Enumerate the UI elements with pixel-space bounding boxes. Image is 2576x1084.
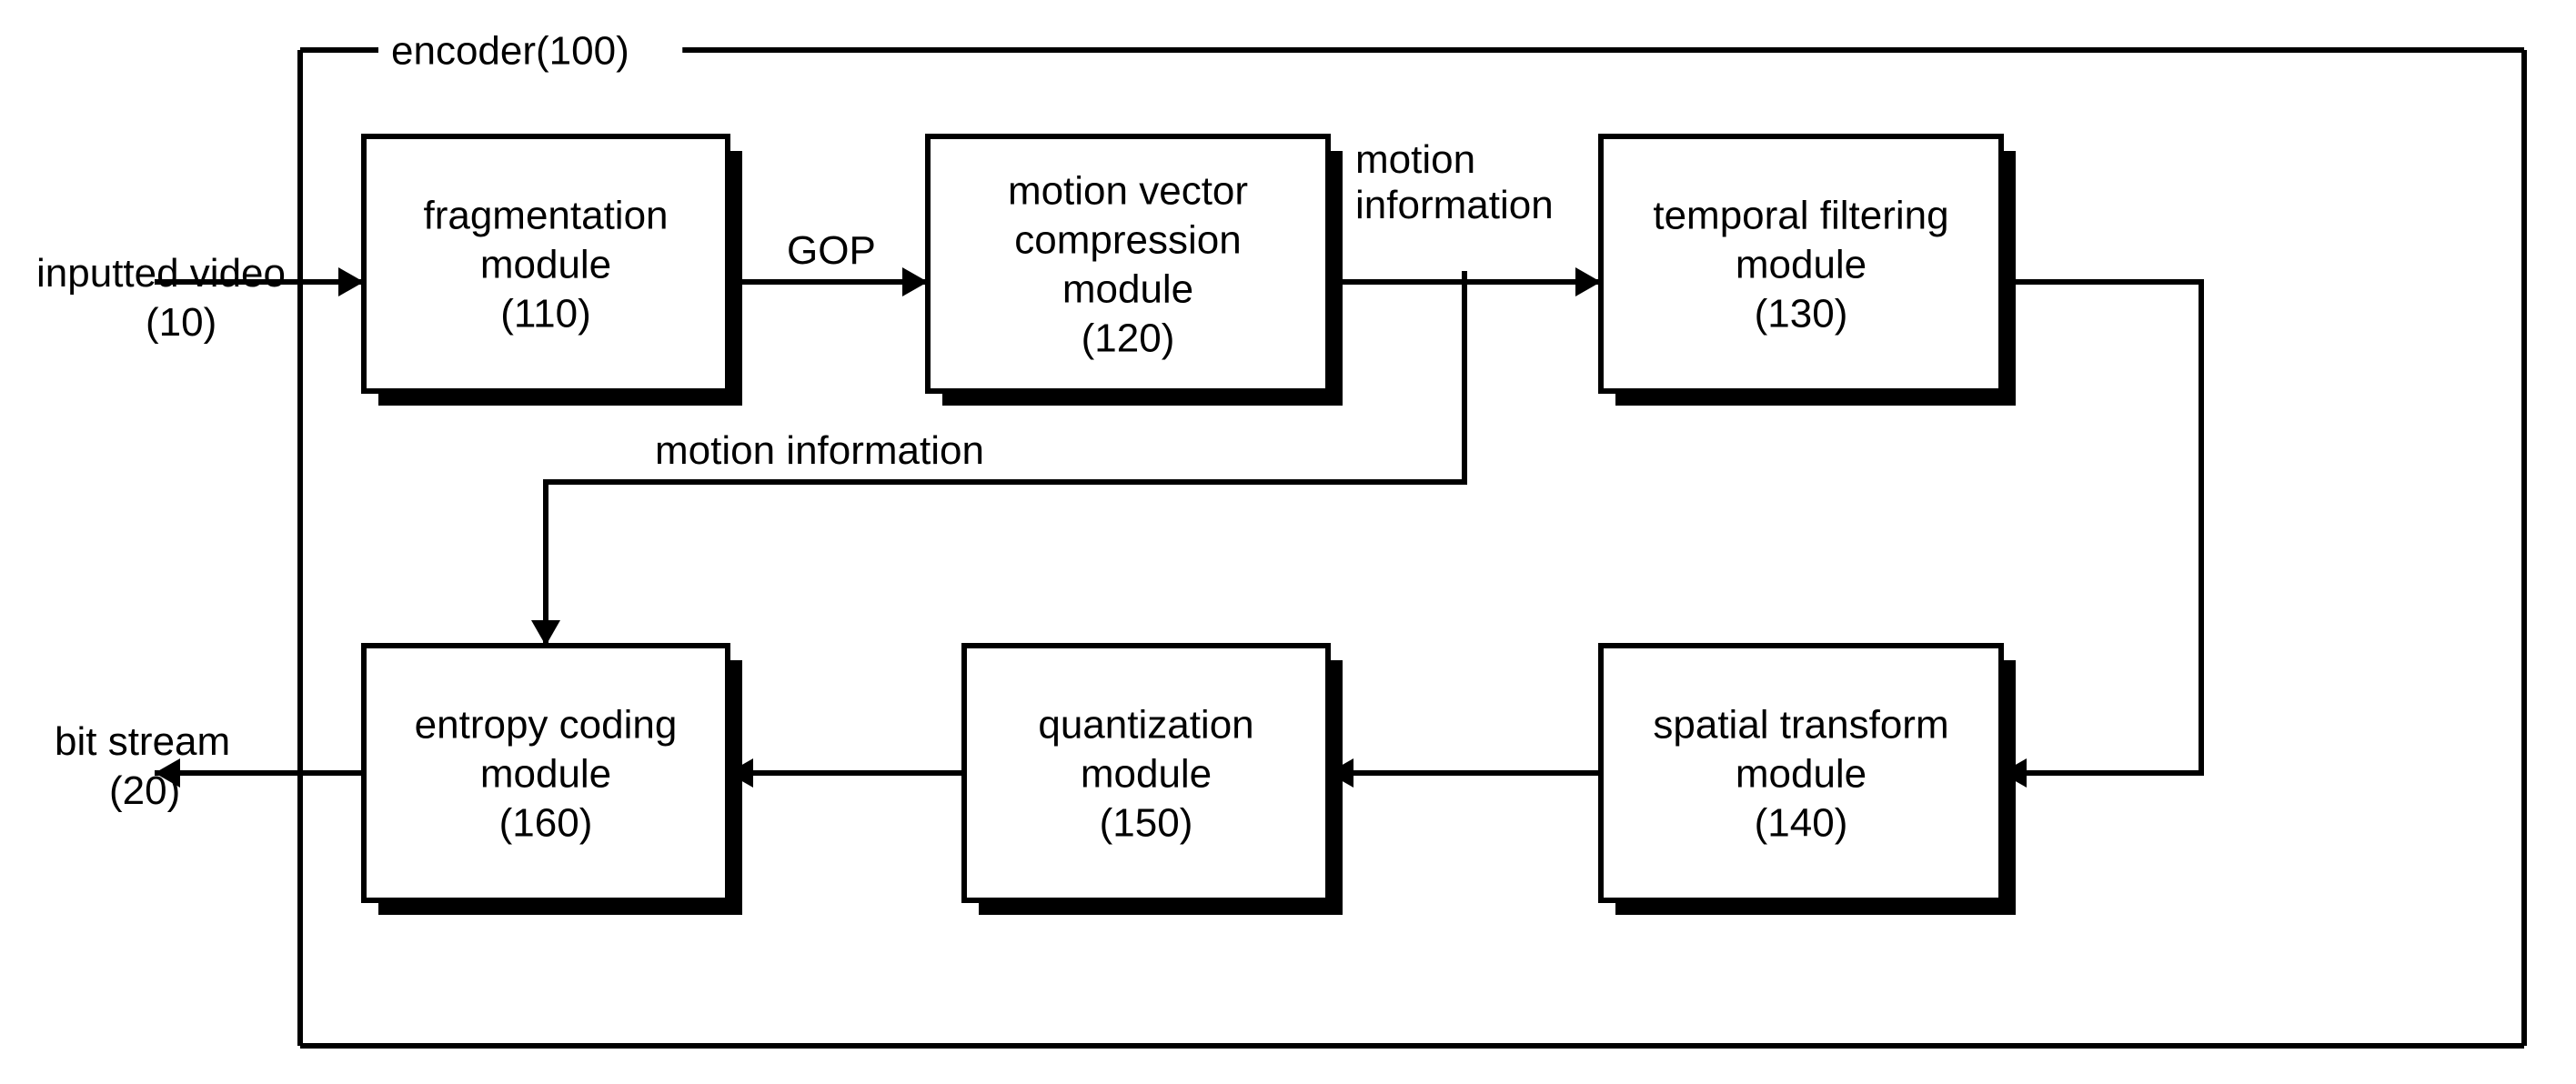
edge-label-e-120-130-l0: motion [1355, 137, 1475, 182]
node-n110: fragmentation module (110) [364, 136, 742, 406]
svg-text:(10): (10) [146, 300, 216, 345]
edge-label-e-110-120: GOP [787, 228, 876, 273]
node-n110-line2: (110) [500, 291, 590, 336]
node-n150-line0: quantization [1038, 702, 1253, 747]
edge-e-130-140 [2001, 282, 2201, 773]
output-label: bit stream(20) [55, 719, 230, 813]
node-n120-line2: module [1062, 266, 1193, 311]
node-n140-line0: spatial transform [1653, 702, 1948, 747]
node-n130-line0: temporal filtering [1653, 193, 1948, 237]
node-n120-line3: (120) [1082, 316, 1175, 360]
node-n120-line1: compression [1014, 217, 1241, 262]
node-n140: spatial transformmodule(140) [1601, 646, 2016, 915]
svg-text:inputted video: inputted video [36, 251, 286, 296]
node-n120-line0: motion vector [1008, 168, 1248, 213]
node-n130-line2: (130) [1755, 291, 1848, 336]
svg-text:bit stream: bit stream [55, 719, 230, 764]
node-n160-line2: (160) [499, 800, 593, 845]
node-n110-line1: module [480, 242, 611, 286]
node-n150-line1: module [1081, 751, 1212, 796]
node-n160-line1: module [480, 751, 611, 796]
node-n140-line2: (140) [1755, 800, 1848, 845]
node-n150-line2: (150) [1100, 800, 1193, 845]
edge-label-e-120-160: motion information [655, 428, 984, 473]
node-n160: entropy codingmodule(160) [364, 646, 742, 915]
edge-label-e-120-130-l1: information [1355, 183, 1554, 227]
input-label: inputted video(10) [36, 251, 286, 345]
node-n160-line0: entropy coding [415, 702, 678, 747]
node-n130: temporal filtering module (130) [1601, 136, 2016, 406]
node-n110-line0: fragmentation [423, 193, 668, 237]
node-n130-line1: module [1736, 242, 1867, 286]
container-label: encoder(100) [391, 28, 629, 73]
node-n150: quantizationmodule(150) [964, 646, 1343, 915]
node-n120: motion vectorcompressionmodule (120) [928, 136, 1343, 406]
node-n140-line1: module [1736, 751, 1867, 796]
